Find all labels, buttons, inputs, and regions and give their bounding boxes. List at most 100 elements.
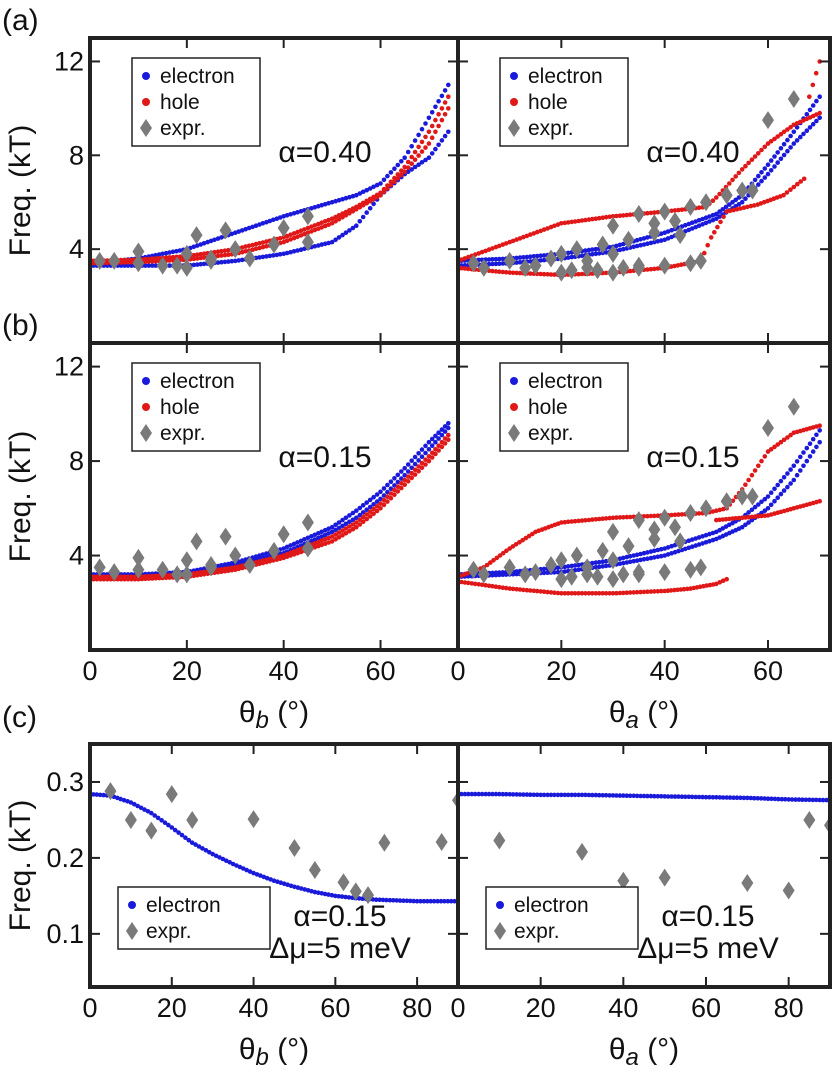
hole-point — [466, 266, 471, 272]
electron-point — [412, 454, 418, 460]
hole-point — [621, 515, 626, 520]
hole-point — [442, 112, 448, 117]
electron-point — [333, 237, 338, 243]
electron-point — [360, 503, 366, 508]
hole-point — [354, 207, 359, 212]
electron-point — [778, 146, 784, 151]
electron-point — [319, 242, 325, 247]
electron-point — [292, 884, 297, 890]
x-tick-label: 20 — [157, 993, 187, 1023]
electron-point — [497, 572, 502, 578]
electron-point — [696, 223, 702, 228]
hole-point — [354, 520, 359, 525]
hole-point — [125, 576, 131, 582]
hole-point — [752, 468, 758, 473]
electron-point — [765, 796, 771, 801]
electron-point — [253, 223, 259, 228]
electron-point — [756, 502, 761, 507]
electron-point — [405, 462, 411, 467]
electron-point — [717, 795, 723, 800]
electron-point — [205, 239, 210, 245]
electron-point — [462, 791, 468, 797]
electron-point — [621, 793, 626, 798]
electron-point — [583, 248, 588, 253]
electron-point — [781, 152, 787, 158]
electron-point — [807, 441, 813, 447]
expr-point — [591, 261, 604, 280]
electron-point — [645, 793, 650, 799]
hole-point — [702, 250, 707, 256]
electron-point — [436, 142, 441, 148]
electron-point — [746, 510, 751, 515]
hole-point — [565, 220, 571, 225]
hole-point — [579, 218, 585, 223]
hole-point — [491, 558, 496, 563]
electron-point — [804, 112, 810, 117]
x-axis-label-unit: (°) — [639, 696, 679, 729]
hole-point — [583, 591, 588, 596]
electron-point — [446, 421, 451, 426]
expr-point — [684, 504, 697, 523]
electron-point — [768, 502, 774, 508]
electron-point — [796, 797, 802, 802]
expr-point — [700, 499, 712, 518]
electron-point — [765, 162, 771, 167]
electron-point — [775, 495, 780, 501]
legend-marker-hole — [510, 98, 518, 106]
electron-point — [431, 898, 437, 904]
hole-point — [319, 542, 325, 548]
panel-frame — [456, 341, 832, 652]
hole-point — [572, 518, 578, 524]
hole-point — [778, 439, 784, 445]
electron-point — [794, 138, 800, 143]
electron-point — [517, 260, 523, 265]
hole-point — [378, 506, 383, 511]
hole-point — [738, 206, 743, 211]
electron-point — [541, 792, 547, 798]
expr-point — [555, 263, 568, 282]
electron-point — [579, 253, 585, 258]
legend-marker-electron — [510, 377, 518, 385]
hole-point — [579, 271, 585, 277]
electron-point — [135, 803, 140, 809]
hole-point — [490, 268, 495, 274]
electron-point — [153, 252, 158, 258]
electron-point — [765, 494, 771, 499]
hole-point — [545, 272, 550, 277]
electron-point — [402, 465, 408, 471]
expr-point — [617, 565, 630, 584]
hole-point — [284, 233, 290, 239]
hole-point — [198, 255, 203, 261]
electron-point — [493, 791, 499, 797]
hole-point — [409, 154, 415, 160]
hole-point — [775, 442, 780, 447]
y-tick-label: 0.3 — [46, 767, 84, 797]
hole-point — [572, 219, 578, 224]
hole-point — [253, 246, 259, 252]
series-expr — [467, 90, 800, 282]
expr-point — [108, 251, 121, 270]
hole-point — [402, 482, 408, 488]
electron-point — [813, 797, 819, 803]
hole-point — [385, 186, 390, 191]
series-electron — [90, 791, 458, 904]
hole-point — [708, 235, 714, 240]
electron-point — [302, 246, 307, 252]
electron-point — [312, 537, 318, 542]
electron-point — [751, 795, 757, 801]
electron-point — [665, 545, 671, 550]
hole-point — [503, 270, 509, 275]
hole-point — [655, 209, 661, 215]
hole-point — [288, 232, 293, 237]
hole-point — [229, 567, 235, 573]
electron-point — [645, 556, 650, 561]
electron-point — [603, 563, 609, 569]
hole-point — [360, 514, 366, 520]
electron-point — [426, 115, 432, 121]
electron-point — [759, 170, 764, 175]
electron-point — [765, 506, 771, 511]
electron-point — [541, 566, 547, 572]
hole-point — [326, 535, 331, 541]
expr-point — [180, 565, 193, 584]
hole-point — [260, 240, 266, 245]
